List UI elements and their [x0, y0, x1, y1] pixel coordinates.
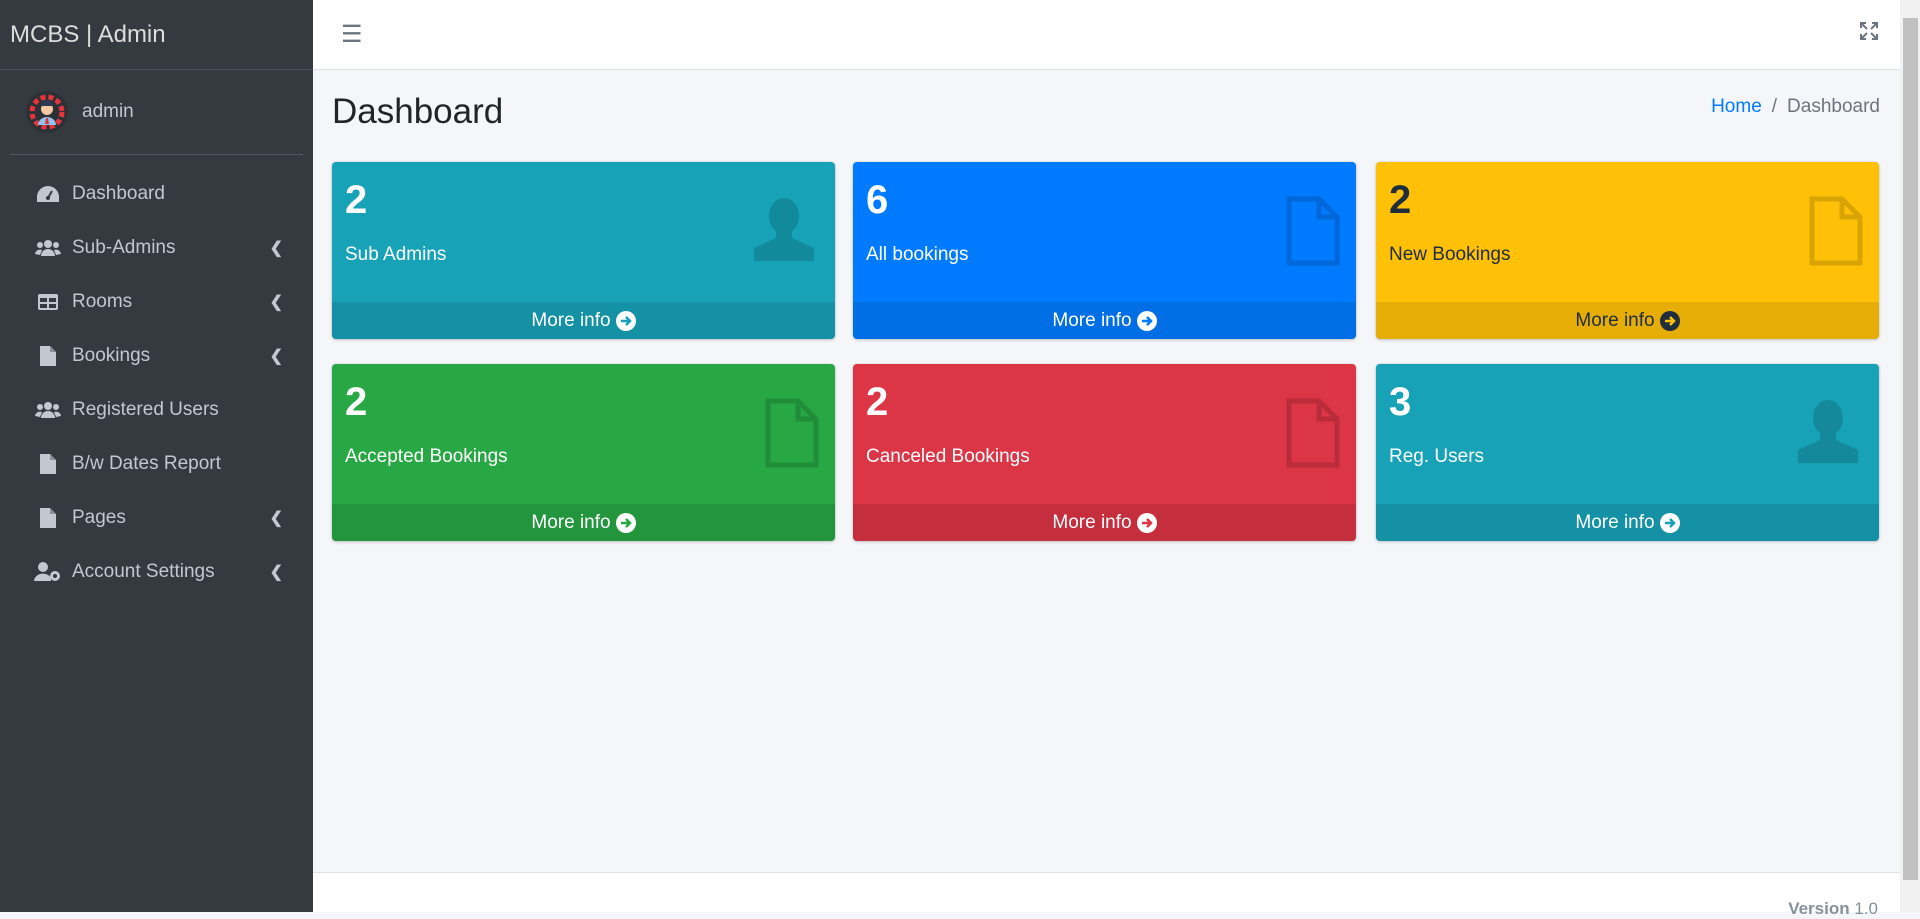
scrollbar[interactable] — [1900, 0, 1920, 912]
stat-value: 2 — [345, 380, 368, 424]
sidebar: MCBS | Admin admin Dashboard Sub-Admins ❮ R… — [0, 0, 313, 912]
more-info-link[interactable]: More info — [332, 504, 835, 541]
sidebar-item-label: Rooms — [72, 291, 133, 312]
arrow-circle-right-icon — [1659, 512, 1680, 533]
tachometer-icon — [34, 185, 62, 203]
breadcrumb-separator: / — [1771, 96, 1778, 117]
arrow-circle-right-icon — [1136, 512, 1157, 533]
sidebar-item-label: Pages — [72, 507, 126, 528]
brand-link[interactable]: MCBS | Admin — [0, 0, 313, 70]
file-icon — [34, 508, 62, 528]
more-info-link[interactable]: More info — [853, 302, 1356, 339]
stat-card-canceled-bookings: 2 Canceled Bookings More info — [853, 364, 1356, 541]
stat-label: Accepted Bookings — [345, 446, 508, 467]
arrow-circle-right-icon — [615, 310, 636, 331]
users-icon — [34, 239, 62, 257]
more-info-link[interactable]: More info — [1376, 302, 1879, 339]
sidebar-item-registered-users[interactable]: Registered Users — [0, 383, 313, 437]
sidebar-item-dashboard[interactable]: Dashboard — [0, 167, 313, 221]
stat-value: 2 — [345, 178, 368, 222]
stat-label: Sub Admins — [345, 244, 447, 265]
more-info-label: More info — [1575, 309, 1655, 331]
more-info-link[interactable]: More info — [1376, 504, 1879, 541]
stat-value: 3 — [1389, 380, 1412, 424]
chevron-left-icon: ❮ — [269, 348, 283, 365]
stat-label: Canceled Bookings — [866, 446, 1030, 467]
chevron-left-icon: ❮ — [269, 510, 283, 527]
more-info-label: More info — [1052, 511, 1132, 533]
user-panel[interactable]: admin — [10, 70, 303, 155]
file-icon — [1284, 196, 1340, 271]
file-icon — [34, 346, 62, 366]
stat-card-all-bookings: 6 All bookings More info — [853, 162, 1356, 339]
breadcrumb-current: Dashboard — [1787, 96, 1880, 117]
sidebar-item-label: Sub-Admins — [72, 237, 176, 258]
stat-card-sub-admins: 2 Sub Admins More info — [332, 162, 835, 339]
breadcrumb-home-link[interactable]: Home — [1711, 96, 1762, 117]
chevron-left-icon: ❮ — [269, 564, 283, 581]
more-info-link[interactable]: More info — [332, 302, 835, 339]
more-info-label: More info — [1575, 511, 1655, 533]
scrollbar-thumb[interactable] — [1903, 18, 1918, 880]
fullscreen-icon[interactable] — [1860, 22, 1878, 46]
file-icon — [1807, 196, 1863, 271]
more-info-label: More info — [531, 511, 611, 533]
stat-card-accepted-bookings: 2 Accepted Bookings More info — [332, 364, 835, 541]
more-info-link[interactable]: More info — [853, 504, 1356, 541]
sidebar-item-account-settings[interactable]: Account Settings ❮ — [0, 545, 313, 599]
stat-label: New Bookings — [1389, 244, 1511, 265]
stat-value: 6 — [866, 178, 889, 222]
sidebar-item-label: Account Settings — [72, 561, 215, 582]
sidebar-item-label: Bookings — [72, 345, 151, 366]
user-icon — [1793, 398, 1863, 473]
stat-label: Reg. Users — [1389, 446, 1485, 467]
footer: Version 1.0 — [313, 872, 1900, 918]
stat-label: All bookings — [866, 244, 969, 265]
avatar — [26, 91, 68, 133]
table-icon — [34, 293, 62, 311]
user-cog-icon — [34, 562, 62, 582]
version-number: 1.0 — [1854, 899, 1878, 918]
file-icon — [1284, 398, 1340, 473]
version-label: Version — [1788, 899, 1850, 918]
more-info-label: More info — [531, 309, 611, 331]
stat-value: 2 — [866, 380, 889, 424]
sidebar-item-sub-admins[interactable]: Sub-Admins ❮ — [0, 221, 313, 275]
sidebar-item-rooms[interactable]: Rooms ❮ — [0, 275, 313, 329]
arrow-circle-right-icon — [1659, 310, 1680, 331]
sidebar-item-pages[interactable]: Pages ❮ — [0, 491, 313, 545]
file-icon — [763, 398, 819, 473]
sidebar-item-label: Dashboard — [72, 183, 165, 204]
top-navbar: ☰ — [313, 0, 1900, 70]
user-icon — [749, 196, 819, 271]
breadcrumb: Home / Dashboard — [1711, 96, 1880, 118]
sidebar-item-b-w-dates-report[interactable]: B/w Dates Report — [0, 437, 313, 491]
arrow-circle-right-icon — [1136, 310, 1157, 331]
sidebar-item-bookings[interactable]: Bookings ❮ — [0, 329, 313, 383]
sidebar-item-label: Registered Users — [72, 399, 219, 420]
stat-value: 2 — [1389, 178, 1412, 222]
user-name: admin — [82, 101, 134, 122]
sidebar-item-label: B/w Dates Report — [72, 453, 221, 474]
stat-card-reg-users: 3 Reg. Users More info — [1376, 364, 1879, 541]
page-title: Dashboard — [332, 92, 504, 131]
more-info-label: More info — [1052, 309, 1132, 331]
arrow-circle-right-icon — [615, 512, 636, 533]
chevron-left-icon: ❮ — [269, 294, 283, 311]
stat-card-new-bookings: 2 New Bookings More info — [1376, 162, 1879, 339]
users-icon — [34, 401, 62, 419]
file-icon — [34, 454, 62, 474]
hamburger-menu-icon[interactable]: ☰ — [341, 21, 363, 48]
chevron-left-icon: ❮ — [269, 240, 283, 257]
